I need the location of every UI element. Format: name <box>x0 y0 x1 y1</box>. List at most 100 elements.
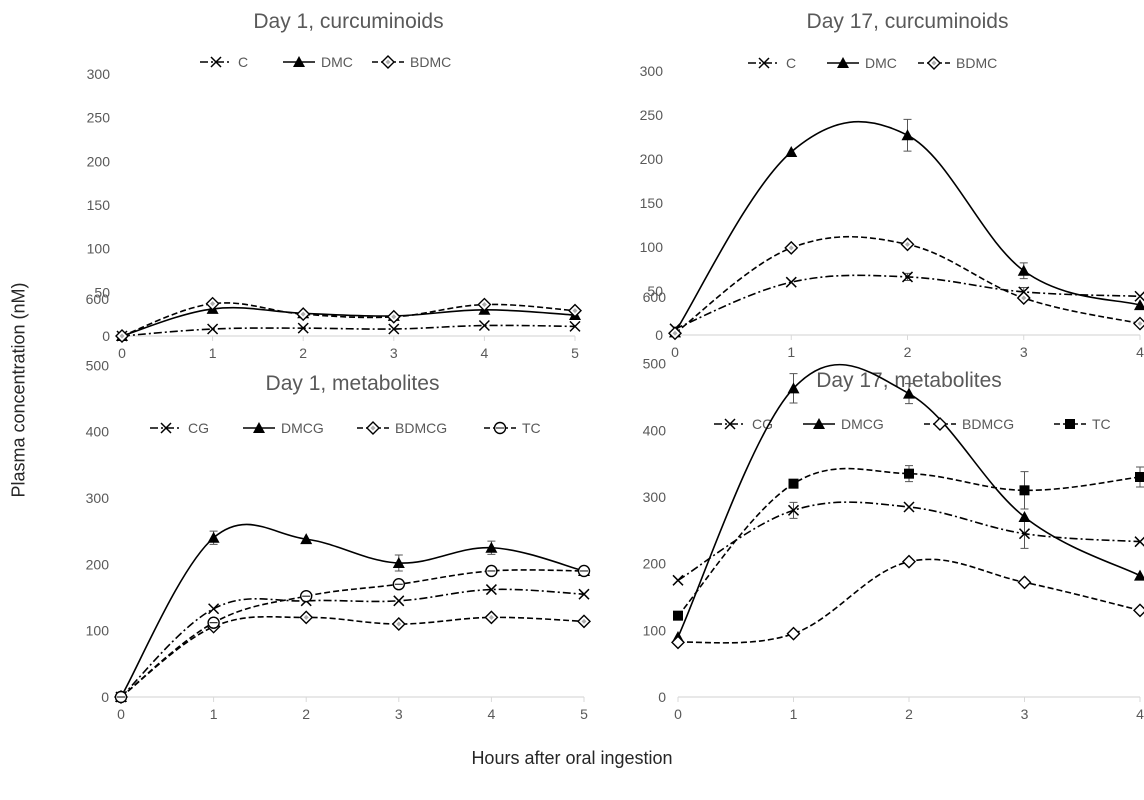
legend-item-c: C <box>200 54 248 70</box>
x-tick-label: 2 <box>904 344 912 360</box>
legend-label: C <box>786 55 796 71</box>
x-tick-label: 3 <box>390 345 398 361</box>
data-point-c <box>1134 290 1144 302</box>
data-point-bdmcg <box>671 635 685 650</box>
data-point-cg <box>1134 536 1144 548</box>
series-line-tc <box>120 569 585 698</box>
x-tick-label: 0 <box>674 706 682 722</box>
legend-item-bdmc: BDMC <box>372 54 451 70</box>
data-point-c <box>207 323 219 335</box>
y-tick-label: 0 <box>658 689 666 705</box>
legend-item-bdmc: BDMC <box>918 55 997 71</box>
data-point-dmcg <box>1134 569 1144 581</box>
data-point-bdmc-inner <box>672 330 678 336</box>
data-point-c <box>478 319 490 332</box>
legend-label: CG <box>752 416 773 432</box>
x-tick-label: 2 <box>299 345 307 361</box>
legend-label: CG <box>188 420 209 436</box>
legend-marker <box>724 418 736 430</box>
data-point-cg <box>903 501 915 513</box>
data-point-bdmcg-inner <box>303 614 309 620</box>
x-tick-label: 1 <box>209 345 217 361</box>
legend-marker <box>253 422 265 433</box>
x-tick-label: 4 <box>488 706 496 722</box>
legend-marker-inner <box>370 425 376 431</box>
y-tick-label: 200 <box>640 151 664 167</box>
data-point-bdmc-inner <box>300 311 306 317</box>
legend-marker-inner <box>385 59 391 65</box>
y-tick-label: 400 <box>86 424 110 440</box>
data-point-tc <box>788 478 799 489</box>
series-dmcg <box>115 523 590 702</box>
y-tick-label: 500 <box>86 357 110 373</box>
x-tick-label: 4 <box>1136 706 1144 722</box>
y-tick-label: 100 <box>640 239 664 255</box>
x-tick-label: 2 <box>302 706 310 722</box>
legend-marker <box>837 57 849 68</box>
data-point-bdmc-inner <box>481 302 487 308</box>
y-tick-label: 150 <box>640 195 664 211</box>
series-c <box>116 319 581 342</box>
y-axis-label-text: Plasma concentration (nM) <box>8 282 29 498</box>
data-point-dmcg <box>392 557 405 569</box>
x-tick-label: 4 <box>481 345 489 361</box>
legend-item-dmc: DMC <box>283 54 353 70</box>
y-tick-label: 250 <box>87 110 111 126</box>
x-tick-label: 5 <box>571 345 579 361</box>
legend-marker <box>758 57 770 69</box>
x-tick-label: 1 <box>790 706 798 722</box>
data-point-bdmc-inner <box>119 333 125 339</box>
data-point-c <box>569 320 581 332</box>
legend-label: DMCG <box>841 416 884 432</box>
series-line-bdmc <box>121 302 576 337</box>
data-point-dmc <box>901 129 914 141</box>
data-point-bdmcg-inner <box>488 614 494 620</box>
legend-marker <box>293 56 305 67</box>
y-tick-label: 100 <box>643 622 667 638</box>
x-tick-label: 0 <box>118 345 126 361</box>
series-bdmcg <box>114 610 591 704</box>
y-tick-label: 200 <box>643 556 667 572</box>
data-point-dmcg <box>485 541 498 553</box>
y-tick-label: 100 <box>86 623 110 639</box>
series-bdmc <box>115 296 582 343</box>
data-point-cg <box>208 603 220 615</box>
data-point-tc <box>1135 472 1144 482</box>
chart-title: Day 1, curcuminoids <box>253 10 443 33</box>
y-tick-label: 0 <box>655 327 663 343</box>
chart-panel-1: Day 1, curcuminoids 0 50 100 150 200 250 300 0 1 2… <box>87 10 582 361</box>
y-tick-label: 600 <box>86 291 110 307</box>
data-point-bdmc-inner <box>905 241 910 247</box>
y-tick-label: 200 <box>87 153 111 169</box>
series-dmc <box>116 302 581 341</box>
legend-label: TC <box>1092 416 1111 432</box>
series-line-bdmcg <box>120 615 585 698</box>
legend-marker <box>1065 419 1075 429</box>
chart-title: Day 1, metabolites <box>266 372 440 395</box>
legend-label: BDMC <box>410 54 451 70</box>
y-tick-label: 250 <box>640 107 664 123</box>
legend-label: BDMCG <box>962 416 1014 432</box>
y-tick-label: 400 <box>643 422 667 438</box>
data-point-cg <box>393 595 405 607</box>
x-tick-label: 3 <box>1020 344 1028 360</box>
series-line-c <box>674 274 1141 330</box>
legend-marker-inner <box>931 60 937 66</box>
chart-panel-2: Day 17, curcuminoids 0 50 100 150 200 250 300 0 1… <box>640 10 1144 360</box>
legend-item-cg: CG <box>150 420 209 436</box>
x-tick-label: 5 <box>580 706 588 722</box>
y-tick-label: 50 <box>647 283 663 299</box>
series-line-tc <box>677 467 1141 617</box>
x-tick-label: 4 <box>1136 344 1144 360</box>
data-point-dmc <box>1134 299 1144 311</box>
series-line-bdmcg <box>677 558 1141 644</box>
data-point-cg <box>672 574 684 586</box>
data-point-bdmc-inner <box>1137 321 1143 327</box>
legend-marker <box>933 417 947 431</box>
y-tick-label: 300 <box>643 489 667 505</box>
data-point-bdmcg <box>1017 575 1032 590</box>
data-point-tc <box>673 610 683 621</box>
data-point-c <box>297 322 309 334</box>
y-tick-label: 50 <box>94 284 110 300</box>
legend-item-c: C <box>748 55 796 71</box>
